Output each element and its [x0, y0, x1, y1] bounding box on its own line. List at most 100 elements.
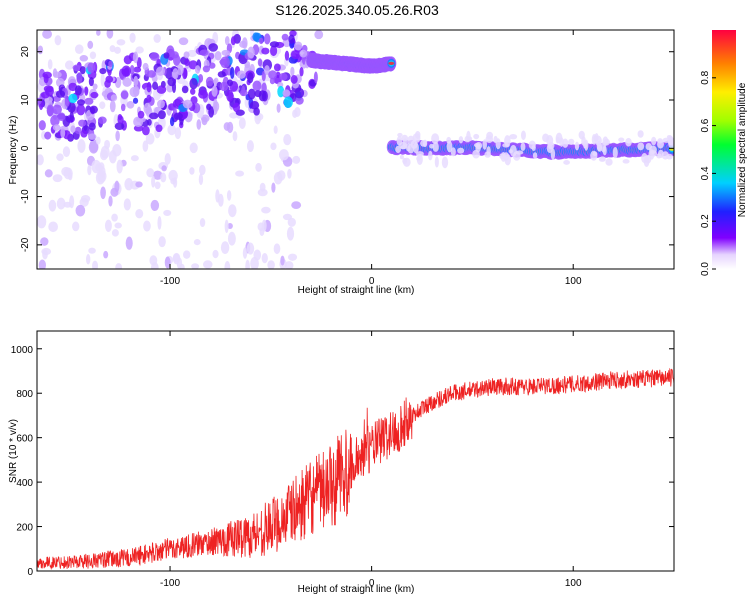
- heatmap-cell: [637, 130, 644, 138]
- heatmap-cell: [129, 65, 135, 75]
- heatmap-cell: [226, 89, 234, 102]
- heatmap-cell: [120, 90, 129, 100]
- heatmap-cell: [80, 195, 91, 203]
- heatmap-cell: [104, 79, 111, 88]
- colorbar-ticks: 0.0 0.2 0.4 0.6 0.8: [700, 70, 716, 276]
- heatmap-cell: [625, 137, 632, 147]
- heatmap-cell: [44, 169, 53, 178]
- heatmap-cell: [92, 83, 98, 90]
- heatmap-cell: [116, 39, 126, 46]
- heatmap-cell: [164, 256, 171, 269]
- heatmap-cell: [252, 80, 262, 92]
- heatmap-cell: [214, 51, 222, 61]
- heatmap-cell: [294, 41, 303, 51]
- heatmap-cell: [148, 112, 159, 120]
- heatmap-cell: [299, 49, 308, 58]
- heatmap-cell: [74, 85, 82, 96]
- heatmap-cell: [45, 86, 54, 97]
- heatmap-cell: [189, 77, 198, 90]
- heatmap-cell: [115, 130, 120, 142]
- heatmap-cell: [78, 119, 87, 127]
- heatmap-cell: [135, 46, 144, 54]
- heatmap-cell: [247, 72, 254, 84]
- heatmap-cell: [79, 55, 89, 62]
- heatmap-cell: [123, 55, 132, 65]
- heatmap-cell: [37, 45, 44, 55]
- heatmap-cell: [220, 241, 230, 254]
- heatmap-cell: [160, 172, 167, 183]
- heatmap-cell: [235, 170, 245, 177]
- heatmap-cell: [502, 143, 510, 148]
- heatmap-cell: [88, 133, 97, 140]
- snr-y-tick-label: 600: [16, 434, 33, 445]
- heatmap-cell: [161, 165, 167, 172]
- heatmap-cell: [270, 142, 277, 151]
- heatmap-cell: [147, 118, 152, 126]
- heatmap-cell: [388, 61, 395, 65]
- heatmap-cell: [290, 66, 295, 77]
- heatmap-cell: [229, 112, 239, 119]
- heatmap-cell: [267, 260, 275, 269]
- heatmap-cell: [473, 133, 480, 140]
- heatmap-cell: [428, 150, 433, 161]
- heatmap-cell: [211, 85, 218, 97]
- heatmap-cell: [88, 77, 94, 87]
- snr-frame: [36, 330, 675, 572]
- heatmap-cell: [212, 249, 219, 259]
- heatmap-cell: [189, 167, 195, 175]
- heatmap-cell: [282, 89, 291, 97]
- snr-y-axis-label: SNR (10 * v/v): [8, 419, 19, 483]
- heatmap-cell: [399, 155, 404, 160]
- heatmap-cell: [287, 168, 292, 179]
- heatmap-cell: [181, 85, 189, 94]
- heatmap-cell: [656, 153, 662, 159]
- heatmap-cell: [224, 35, 230, 46]
- spectrogram-x-axis-label: Height of straight line (km): [298, 285, 415, 296]
- heatmap-cell: [42, 30, 52, 39]
- colorbar-tick-label: 0.6: [700, 118, 711, 132]
- heatmap-cell: [74, 44, 84, 55]
- heatmap-cell: [661, 151, 669, 160]
- heatmap-cell: [132, 51, 139, 64]
- heatmap-cell: [247, 88, 256, 100]
- heatmap-cell: [651, 136, 657, 146]
- heatmap-cell: [416, 151, 424, 157]
- heatmap-cell: [486, 131, 494, 140]
- heatmap-cell: [597, 144, 603, 152]
- heatmap-cell: [47, 59, 53, 70]
- snr-y-tick-label: 400: [16, 478, 33, 489]
- heatmap-cell: [120, 103, 126, 112]
- heatmap-cell: [242, 247, 248, 259]
- heatmap-cell: [157, 110, 166, 120]
- heatmap-cell: [238, 117, 246, 129]
- heatmap-cell: [236, 70, 246, 79]
- heatmap-cell: [109, 100, 116, 113]
- heatmap-cell: [37, 154, 44, 166]
- spectrogram-y-axis-label: Frequency (Hz): [8, 116, 19, 185]
- snr-y-tick-label: 800: [16, 389, 33, 400]
- heatmap-cell: [555, 136, 560, 144]
- heatmap-cell: [122, 77, 132, 87]
- heatmap-cell: [129, 86, 140, 98]
- heatmap-cell: [568, 138, 575, 145]
- heatmap-cell: [158, 236, 166, 248]
- heatmap-cell: [157, 215, 162, 230]
- heatmap-cell: [612, 147, 618, 159]
- heatmap-cell: [269, 45, 278, 57]
- heatmap-cell: [464, 135, 470, 143]
- snr-y-tick-label: 200: [16, 523, 33, 534]
- heatmap-cell: [37, 215, 47, 229]
- heatmap-cell: [52, 124, 61, 131]
- heatmap-cell: [245, 259, 250, 269]
- heatmap-cell: [314, 30, 324, 40]
- heatmap-cell: [277, 170, 286, 181]
- spectrogram-y-tick-label: 10: [20, 94, 31, 106]
- heatmap-cell: [637, 142, 645, 151]
- heatmap-cell: [218, 193, 224, 207]
- heatmap-cell: [151, 175, 156, 188]
- heatmap-cell: [89, 105, 98, 114]
- heatmap-cell: [114, 122, 125, 130]
- heatmap-cell: [286, 226, 295, 241]
- heatmap-cell: [605, 158, 613, 166]
- heatmap-cell: [157, 99, 165, 109]
